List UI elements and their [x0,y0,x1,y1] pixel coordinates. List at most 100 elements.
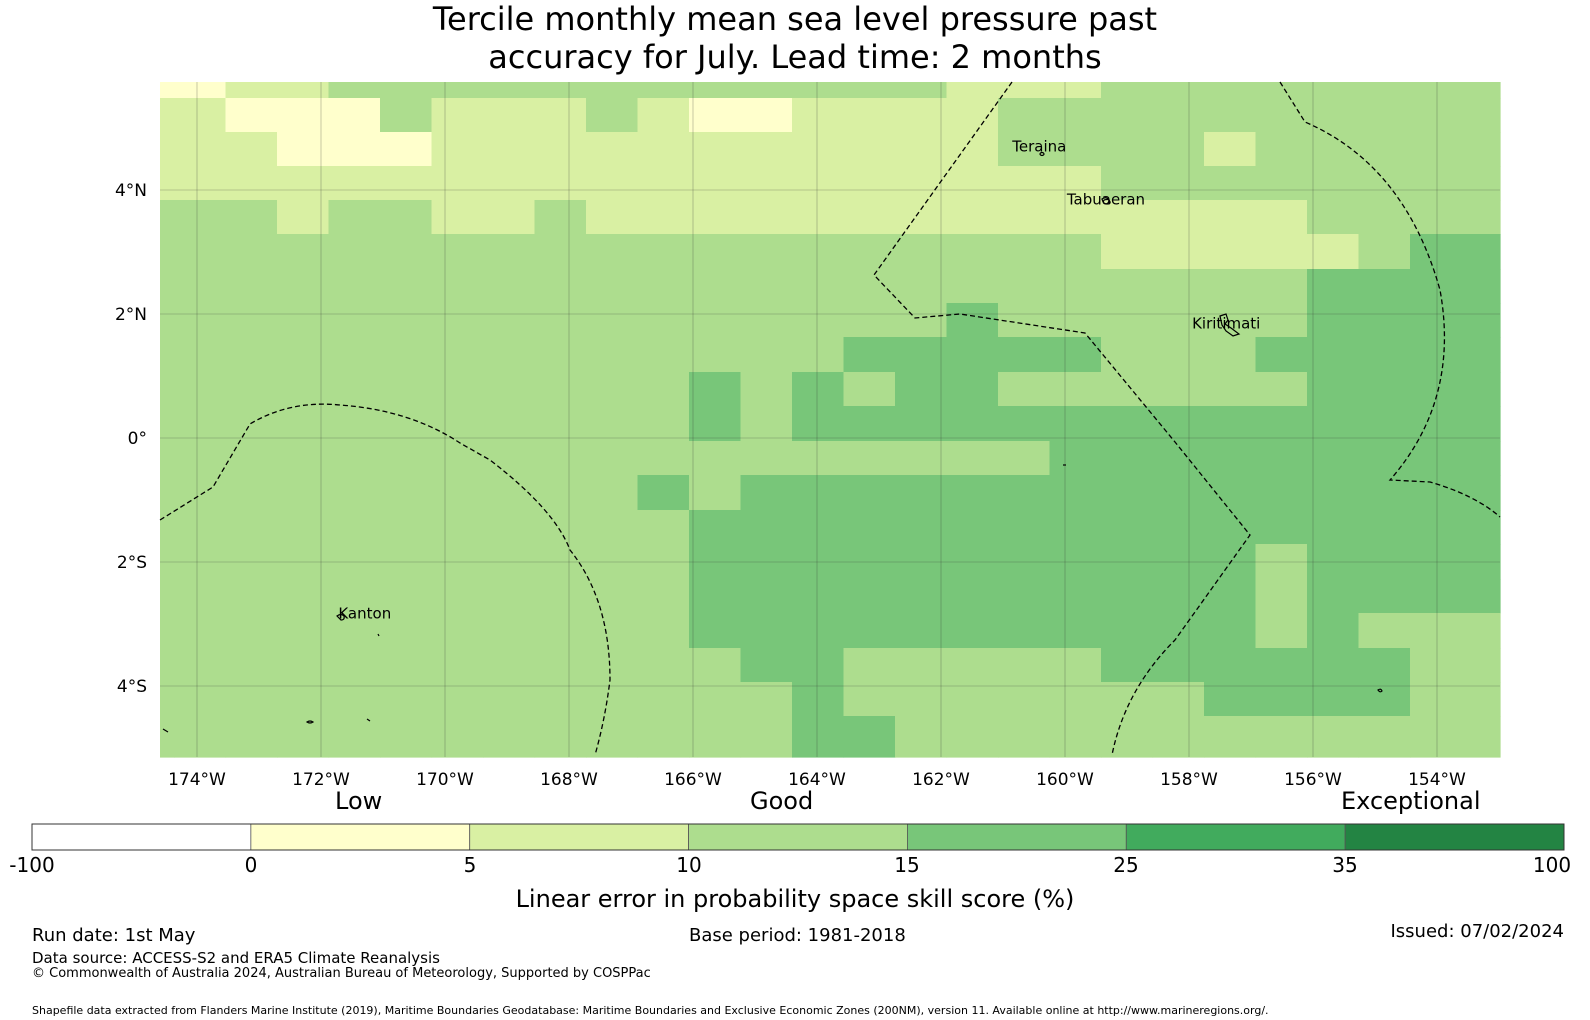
skill-cell [1358,579,1411,614]
skill-cell [1255,544,1308,580]
skill-cell [1049,648,1102,683]
skill-cell [1049,475,1102,511]
skill-cell [277,200,330,235]
copyright: © Commonwealth of Australia 2024, Austra… [32,966,651,981]
skill-cell [1410,716,1501,758]
skill-cell [1410,406,1501,442]
skill-cell [998,441,1051,476]
skill-cell [689,613,742,649]
skill-cell [1255,579,1308,614]
skill-cell [160,82,175,99]
skill-cell [586,372,639,407]
skill-cell [160,234,175,270]
skill-cell [225,337,278,373]
skill-cell [637,269,690,304]
skill-cell [483,98,536,133]
skill-cell [328,441,381,476]
skill-cell [946,303,999,338]
skill-cell [483,475,536,511]
skill-cell [1204,132,1257,167]
skill-cell [740,132,793,167]
skill-cell [328,303,381,338]
skill-cell [534,475,587,511]
skill-cell [946,544,999,580]
skill-cell [586,579,639,614]
skill-cell [792,303,845,338]
skill-cell [160,579,175,614]
skill-cell [895,510,948,545]
skill-cell [895,337,948,373]
skill-cell [689,132,742,167]
skill-cell [174,510,227,545]
skill-cell [637,337,690,373]
place-label: Tabuaeran [1066,190,1145,208]
skill-cell [225,579,278,614]
shapefile-credit: Shapefile data extracted from Flanders M… [32,1004,1269,1017]
skill-cell [380,613,433,649]
skill-cell [277,303,330,338]
skill-cell [1152,234,1205,270]
skill-cell [1049,234,1102,270]
skill-cell [740,716,793,758]
skill-cell [534,510,587,545]
skill-cell [1101,269,1154,304]
skill-cell [895,441,948,476]
skill-cell [225,716,278,758]
skill-cell [328,613,381,649]
skill-cell [1152,475,1205,511]
skill-cell [380,544,433,580]
skill-cell [843,234,896,270]
skill-cell [895,269,948,304]
skill-cell [895,200,948,235]
skill-cell [431,234,484,270]
skill-cell [431,82,484,99]
skill-cell [1358,337,1411,373]
skill-grid [160,82,1501,758]
skill-cell [586,98,639,133]
skill-cell [792,579,845,614]
skill-cell [431,337,484,373]
skill-cell [1049,716,1102,758]
skill-cell [1358,441,1411,476]
skill-cell [1358,303,1411,338]
island-small-5 [162,728,169,733]
skill-cell [1410,234,1501,270]
skill-cell [1204,166,1257,201]
skill-cell [328,234,381,270]
skill-cell [1204,98,1257,133]
skill-cell [586,544,639,580]
skill-cell [431,648,484,683]
skill-cell [1410,613,1501,649]
skill-cell [277,579,330,614]
category-low-label: Low [335,787,383,815]
skill-cell [534,166,587,201]
island-small-3 [377,633,380,637]
colorbar-segment [907,823,1127,851]
skill-cell [1255,98,1308,133]
skill-cell [792,682,845,717]
skill-cell [586,406,639,442]
lat-tick-label: 2°S [116,553,147,573]
skill-cell [534,132,587,167]
skill-cell [586,166,639,201]
skill-cell [534,372,587,407]
skill-cell [380,579,433,614]
skill-cell [328,98,381,133]
skill-cell [174,579,227,614]
skill-cell [998,82,1051,99]
skill-cell [380,269,433,304]
skill-cell [1101,132,1154,167]
skill-cell [483,648,536,683]
skill-cell [792,406,845,442]
skill-cell [843,82,896,99]
skill-cell [689,337,742,373]
skill-cell [1410,303,1501,338]
skill-cell [740,166,793,201]
skill-cell [1358,544,1411,580]
skill-cell [895,544,948,580]
data-source: Data source: ACCESS-S2 and ERA5 Climate … [32,949,440,967]
eez-boundaries [159,81,1501,756]
skill-cell [1410,648,1501,683]
colorbar-frame [31,823,1565,851]
skill-cell [225,200,278,235]
